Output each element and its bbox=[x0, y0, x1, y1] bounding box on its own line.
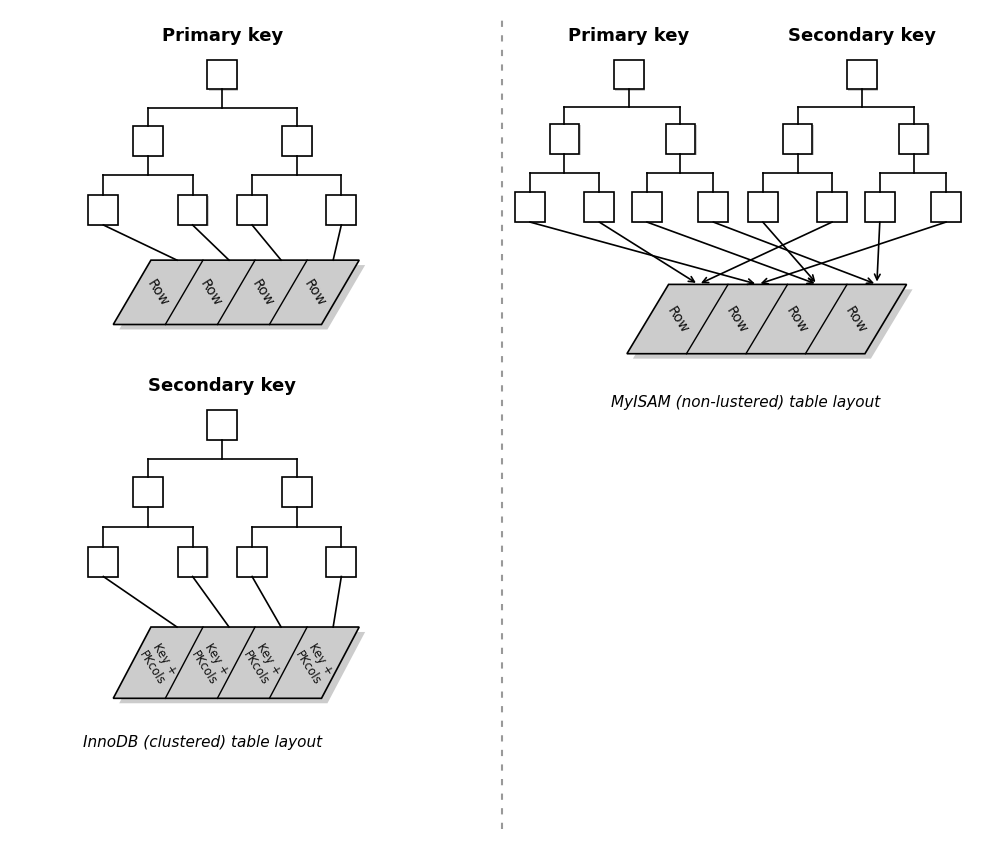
FancyBboxPatch shape bbox=[515, 193, 545, 223]
FancyBboxPatch shape bbox=[899, 125, 928, 154]
FancyBboxPatch shape bbox=[931, 193, 961, 223]
FancyBboxPatch shape bbox=[585, 194, 615, 224]
FancyBboxPatch shape bbox=[614, 61, 644, 90]
FancyBboxPatch shape bbox=[282, 478, 312, 508]
FancyBboxPatch shape bbox=[326, 547, 356, 577]
FancyBboxPatch shape bbox=[516, 194, 546, 224]
Text: Row: Row bbox=[145, 277, 172, 309]
FancyBboxPatch shape bbox=[178, 547, 207, 577]
Text: Primary key: Primary key bbox=[568, 26, 690, 45]
Polygon shape bbox=[119, 266, 365, 330]
Text: Key +
PKcols: Key + PKcols bbox=[136, 640, 180, 686]
FancyBboxPatch shape bbox=[848, 61, 878, 91]
FancyBboxPatch shape bbox=[698, 193, 728, 223]
FancyBboxPatch shape bbox=[866, 194, 896, 224]
FancyBboxPatch shape bbox=[179, 197, 209, 227]
FancyBboxPatch shape bbox=[178, 196, 207, 226]
FancyBboxPatch shape bbox=[209, 61, 238, 91]
FancyBboxPatch shape bbox=[847, 61, 877, 90]
FancyBboxPatch shape bbox=[90, 197, 119, 227]
Polygon shape bbox=[113, 261, 359, 325]
FancyBboxPatch shape bbox=[784, 126, 814, 156]
FancyBboxPatch shape bbox=[783, 125, 812, 154]
FancyBboxPatch shape bbox=[133, 127, 163, 156]
FancyBboxPatch shape bbox=[865, 193, 895, 223]
FancyBboxPatch shape bbox=[238, 197, 268, 227]
FancyBboxPatch shape bbox=[283, 479, 313, 508]
Text: Row: Row bbox=[723, 304, 751, 335]
Text: Row: Row bbox=[301, 277, 328, 309]
FancyBboxPatch shape bbox=[584, 193, 614, 223]
FancyBboxPatch shape bbox=[237, 196, 267, 226]
FancyBboxPatch shape bbox=[748, 193, 778, 223]
Polygon shape bbox=[113, 627, 359, 699]
FancyBboxPatch shape bbox=[179, 548, 209, 578]
FancyBboxPatch shape bbox=[633, 194, 663, 224]
FancyBboxPatch shape bbox=[632, 193, 662, 223]
FancyBboxPatch shape bbox=[90, 548, 119, 578]
Text: Primary key: Primary key bbox=[162, 26, 283, 45]
Polygon shape bbox=[119, 632, 365, 704]
FancyBboxPatch shape bbox=[134, 128, 164, 158]
FancyBboxPatch shape bbox=[667, 126, 697, 156]
FancyBboxPatch shape bbox=[282, 127, 312, 156]
FancyBboxPatch shape bbox=[551, 126, 581, 156]
FancyBboxPatch shape bbox=[550, 125, 579, 154]
FancyBboxPatch shape bbox=[666, 125, 695, 154]
Text: Secondary key: Secondary key bbox=[788, 26, 936, 45]
FancyBboxPatch shape bbox=[283, 128, 313, 158]
FancyBboxPatch shape bbox=[238, 548, 268, 578]
Text: Key +
PKcols: Key + PKcols bbox=[292, 640, 336, 686]
Text: Row: Row bbox=[664, 304, 691, 335]
FancyBboxPatch shape bbox=[817, 193, 847, 223]
Text: Secondary key: Secondary key bbox=[148, 377, 296, 395]
FancyBboxPatch shape bbox=[88, 196, 118, 226]
FancyBboxPatch shape bbox=[134, 479, 164, 508]
FancyBboxPatch shape bbox=[749, 194, 779, 224]
FancyBboxPatch shape bbox=[933, 194, 962, 224]
FancyBboxPatch shape bbox=[207, 61, 237, 90]
Text: Key +
PKcols: Key + PKcols bbox=[240, 640, 284, 686]
Text: MyISAM (non-lustered) table layout: MyISAM (non-lustered) table layout bbox=[611, 394, 881, 409]
FancyBboxPatch shape bbox=[328, 548, 357, 578]
FancyBboxPatch shape bbox=[700, 194, 729, 224]
FancyBboxPatch shape bbox=[328, 197, 357, 227]
Polygon shape bbox=[627, 285, 907, 354]
FancyBboxPatch shape bbox=[237, 547, 267, 577]
Text: Row: Row bbox=[249, 277, 276, 309]
FancyBboxPatch shape bbox=[207, 410, 237, 440]
FancyBboxPatch shape bbox=[326, 196, 356, 226]
FancyBboxPatch shape bbox=[133, 478, 163, 508]
Polygon shape bbox=[633, 290, 913, 359]
FancyBboxPatch shape bbox=[819, 194, 848, 224]
FancyBboxPatch shape bbox=[900, 126, 930, 156]
FancyBboxPatch shape bbox=[88, 547, 118, 577]
Text: Key +
PKcols: Key + PKcols bbox=[188, 640, 232, 686]
Text: InnoDB (clustered) table layout: InnoDB (clustered) table layout bbox=[83, 734, 322, 750]
Text: Row: Row bbox=[197, 277, 224, 309]
Text: Row: Row bbox=[842, 304, 870, 335]
Text: Row: Row bbox=[783, 304, 810, 335]
FancyBboxPatch shape bbox=[209, 412, 238, 442]
FancyBboxPatch shape bbox=[615, 61, 645, 91]
